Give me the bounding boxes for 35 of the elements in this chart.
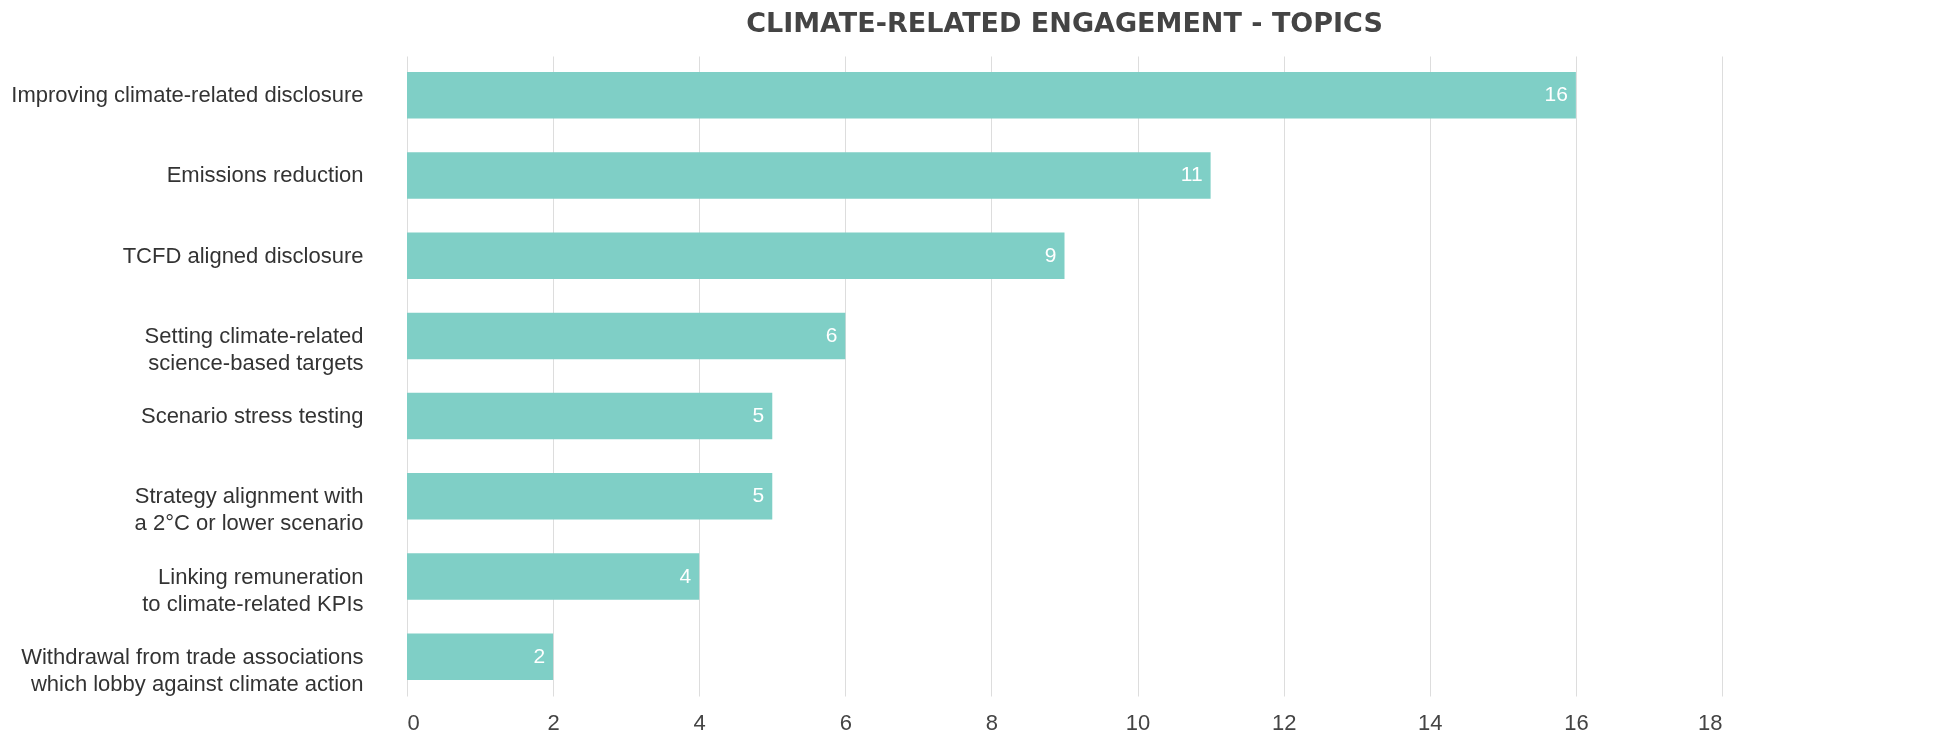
x-tick-label: 18 bbox=[1698, 709, 1723, 735]
x-tick-label: 14 bbox=[1418, 709, 1443, 735]
bar bbox=[407, 392, 773, 440]
data-label: 4 bbox=[679, 563, 692, 587]
data-label: 9 bbox=[1044, 242, 1057, 266]
x-tick-label: 12 bbox=[1271, 709, 1297, 735]
x-tick-label: 0 bbox=[407, 709, 420, 735]
bar bbox=[407, 72, 1576, 119]
data-label: 16 bbox=[1544, 82, 1568, 106]
data-label: 11 bbox=[1180, 162, 1203, 186]
y-tick-label: TCFD aligned disclosure bbox=[122, 242, 364, 268]
y-tick-label: Emissions reduction bbox=[166, 162, 364, 188]
y-tick-label: Scenario stress testing bbox=[140, 403, 364, 429]
y-tick-label: Withdrawal from trade associations which lobby against climate action bbox=[21, 643, 364, 696]
bar bbox=[407, 633, 554, 680]
data-label: 2 bbox=[533, 643, 546, 667]
data-label: 6 bbox=[825, 322, 838, 346]
data-label: 5 bbox=[752, 403, 765, 427]
x-tick-label: 16 bbox=[1564, 709, 1589, 735]
y-tick-label: Setting climate-related science-based targets bbox=[144, 322, 364, 375]
bar bbox=[407, 553, 700, 600]
x-tick-label: 8 bbox=[985, 709, 999, 735]
bar bbox=[407, 312, 846, 360]
x-tick-label: 10 bbox=[1125, 709, 1151, 735]
x-tick-label: 2 bbox=[547, 709, 560, 735]
y-tick-label: Linking remuneration to climate-related KPIs bbox=[142, 563, 364, 616]
bar bbox=[407, 473, 773, 520]
data-label: 5 bbox=[752, 483, 765, 507]
y-tick-label: Strategy alignment with a 2°C or lower scenario bbox=[134, 483, 364, 536]
bar bbox=[407, 232, 1065, 279]
y-tick-label: Improving climate-related disclosure bbox=[11, 82, 364, 108]
x-tick-label: 4 bbox=[693, 709, 706, 735]
bar bbox=[407, 152, 1211, 199]
chart-title: CLIMATE-RELATED ENGAGEMENT - TOPICS bbox=[746, 7, 1383, 38]
x-tick-label: 6 bbox=[839, 709, 852, 735]
